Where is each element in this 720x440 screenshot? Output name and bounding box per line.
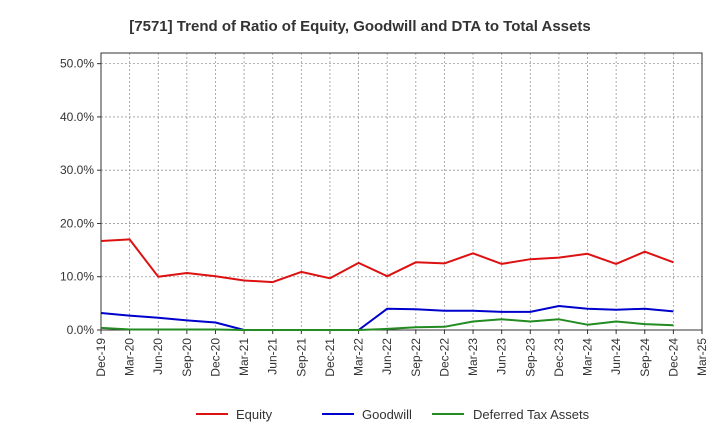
y-tick-label: 0.0% xyxy=(67,323,95,337)
x-tick-label: Mar-23 xyxy=(466,338,480,376)
grid xyxy=(100,53,703,331)
x-tick-label: Sep-24 xyxy=(638,338,652,377)
legend: Equity Goodwill Deferred Tax Assets xyxy=(196,407,590,422)
x-tick-label: Mar-22 xyxy=(352,338,366,376)
series-line-goodwill xyxy=(100,305,674,331)
x-tick-label: Dec-23 xyxy=(552,338,566,377)
series-line-deferred-tax-assets xyxy=(100,318,674,331)
x-tick-label: Sep-21 xyxy=(294,338,308,377)
x-tick-label: Mar-25 xyxy=(695,338,709,376)
series-line-equity xyxy=(100,238,674,284)
y-tick-label: 10.0% xyxy=(60,270,94,284)
x-tick-label: Mar-20 xyxy=(123,338,137,376)
series-lines xyxy=(100,238,674,331)
x-tick-label: Jun-22 xyxy=(380,338,394,375)
x-tick-label: Sep-22 xyxy=(409,338,423,377)
y-tick-label: 40.0% xyxy=(60,110,94,124)
x-tick-label: Mar-24 xyxy=(581,338,595,376)
chart-title: [7571] Trend of Ratio of Equity, Goodwil… xyxy=(129,18,590,35)
x-tick-label: Dec-21 xyxy=(323,338,337,377)
x-tick-label: Sep-20 xyxy=(180,338,194,377)
legend-label: Goodwill xyxy=(362,407,412,422)
x-tick-label: Mar-21 xyxy=(237,338,251,376)
x-tick-label: Dec-22 xyxy=(437,338,451,377)
x-tick-label: Jun-20 xyxy=(151,338,165,375)
x-tick-label: Jun-21 xyxy=(266,338,280,375)
x-tick-label: Jun-24 xyxy=(609,338,623,375)
x-tick-label: Jun-23 xyxy=(495,338,509,375)
legend-label: Deferred Tax Assets xyxy=(473,407,590,422)
plot-frame xyxy=(100,52,703,331)
x-tick-label: Dec-19 xyxy=(94,338,108,377)
y-axis-ticks: 0.0% 10.0% 20.0% 30.0% 40.0% 50.0% xyxy=(60,57,101,337)
x-tick-label: Dec-24 xyxy=(666,338,680,377)
x-tick-label: Dec-20 xyxy=(208,338,222,377)
y-tick-label: 50.0% xyxy=(60,57,94,71)
x-axis-ticks: Dec-19 Mar-20 Jun-20 Sep-20 Dec-20 Mar-21 Jun-… xyxy=(94,330,709,377)
legend-label: Equity xyxy=(236,407,273,422)
y-tick-label: 20.0% xyxy=(60,216,94,230)
y-tick-label: 30.0% xyxy=(60,163,94,177)
x-tick-label: Sep-23 xyxy=(523,338,537,377)
